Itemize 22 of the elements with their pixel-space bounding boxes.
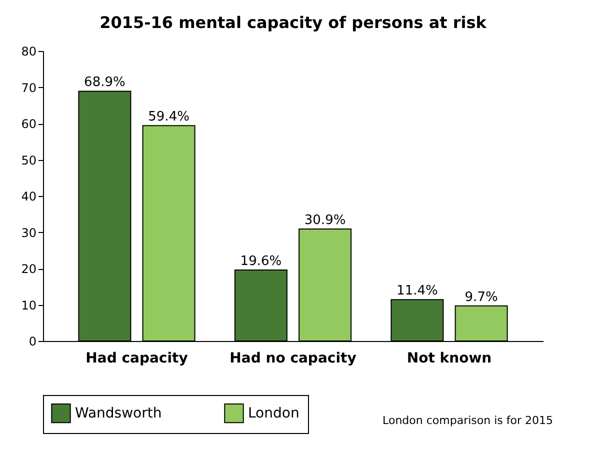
y-tick-label: 30 (21, 226, 36, 240)
y-tick-label: 70 (21, 80, 36, 95)
y-tick-label: 50 (21, 153, 36, 168)
x-tick-label: Had no capacity (230, 350, 356, 366)
legend-label: Wandsworth (75, 405, 162, 422)
y-tick-label: 40 (21, 190, 36, 204)
data-label: 68.9% (84, 75, 126, 90)
y-tick-label: 60 (21, 117, 36, 131)
data-label: 30.9% (304, 212, 346, 228)
data-label: 59.4% (148, 110, 190, 125)
chart-title: 2015-16 mental capacity of persons at risk (100, 13, 487, 32)
legend-label: London (248, 405, 300, 422)
y-tick-label: 0 (28, 334, 36, 348)
y-tick-label: 80 (21, 44, 36, 58)
x-tick-label: Not known (406, 350, 492, 366)
text: London comparison is for 2015 (382, 414, 553, 427)
x-tick-label: Had capacity (86, 350, 188, 366)
data-label: 9.7% (464, 290, 498, 305)
data-label: 19.6% (240, 254, 282, 269)
data-label: 11.4% (396, 284, 438, 299)
y-tick-label: 10 (21, 298, 36, 312)
y-tick-label: 20 (21, 262, 36, 276)
